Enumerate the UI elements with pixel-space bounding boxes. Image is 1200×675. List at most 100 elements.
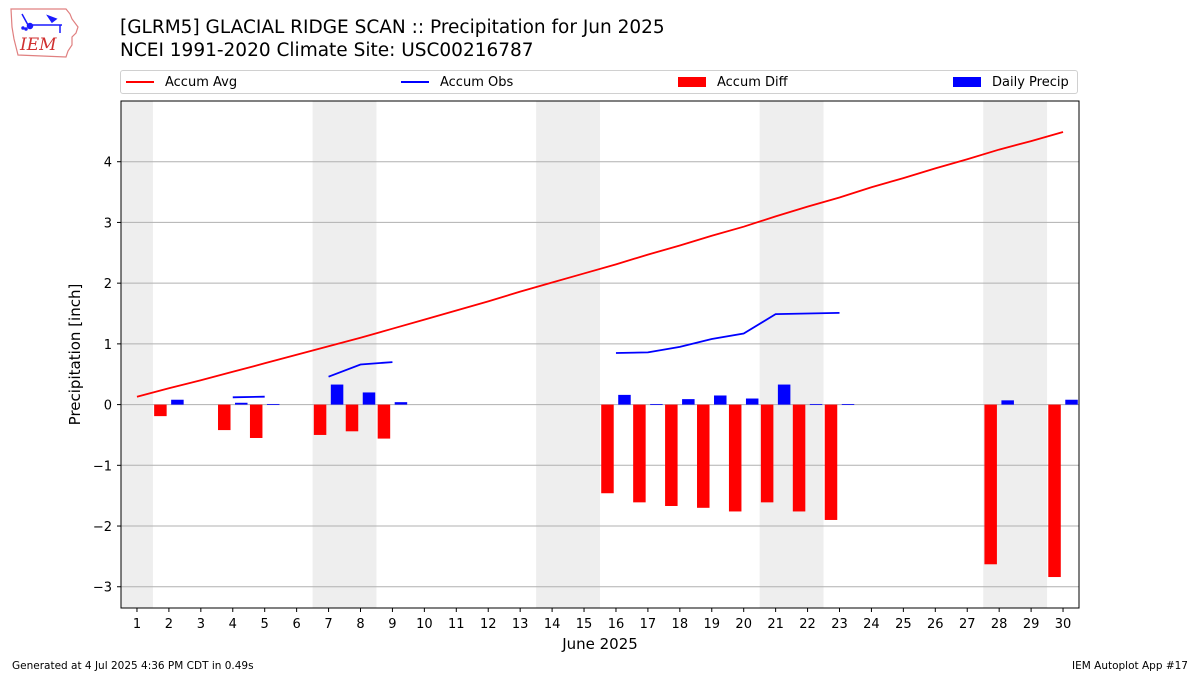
x-tick-label: 21 (767, 617, 784, 632)
footer-app-text: IEM Autoplot App #17 (1072, 660, 1188, 672)
daily-precip-bar (650, 403, 663, 405)
x-tick-label: 6 (292, 617, 300, 632)
accum-diff-bar (345, 404, 359, 432)
x-tick-label: 12 (480, 617, 497, 632)
accum-diff-bar (601, 404, 614, 494)
x-tick-label: 29 (1023, 617, 1040, 632)
daily-precip-bar (745, 398, 759, 405)
accum-obs-line (615, 312, 840, 354)
x-tick-label: 7 (324, 617, 332, 632)
accum-diff-bar (760, 404, 774, 503)
daily-precip-bar (1001, 400, 1014, 405)
legend-item-accum-diff: Accum Diff (678, 71, 788, 93)
accum-diff-bar (984, 404, 997, 565)
weather-station-icon (21, 13, 62, 33)
accum-obs-line (232, 395, 265, 399)
logo-text: IEM (19, 35, 57, 55)
daily-precip-bar (330, 384, 344, 405)
iem-logo: IEM (10, 8, 79, 58)
daily-precip-bar (714, 395, 727, 405)
x-tick-label: 20 (735, 617, 752, 632)
y-tick-label: 4 (104, 156, 112, 171)
x-tick-label: 1 (133, 617, 141, 632)
daily-precip-bar (1065, 399, 1078, 405)
x-tick-label: 19 (703, 617, 720, 632)
legend-item-accum-avg: Accum Avg (126, 71, 237, 93)
footer-generated-text: Generated at 4 Jul 2025 4:36 PM CDT in 0… (12, 660, 254, 672)
legend-swatch-daily-precip (953, 77, 981, 87)
x-tick-label: 26 (927, 617, 944, 632)
daily-precip-bar (618, 394, 631, 405)
x-tick-label: 17 (640, 617, 657, 632)
legend-item-accum-obs: Accum Obs (401, 71, 513, 93)
daily-precip-bar (777, 384, 791, 405)
daily-precip-bar (394, 402, 408, 405)
y-axis-label: Precipitation [inch] (66, 284, 84, 426)
weekend-band (121, 101, 153, 608)
daily-precip-bar (266, 403, 280, 405)
legend-label-accum-diff: Accum Diff (717, 74, 788, 90)
x-tick-label: 27 (959, 617, 976, 632)
accum-diff-bar (377, 404, 391, 439)
plot-frame (120, 100, 1080, 609)
legend-label-accum-avg: Accum Avg (165, 74, 238, 90)
y-tick-label: −3 (93, 581, 112, 596)
gridlines (121, 161, 1079, 588)
y-tick-label: 0 (104, 399, 112, 414)
chart-subtitle: NCEI 1991-2020 Climate Site: USC00216787 (120, 40, 534, 61)
accum-diff-bar (824, 404, 838, 520)
x-tick-label: 8 (356, 617, 364, 632)
legend-label-daily-precip: Daily Precip (992, 74, 1069, 90)
daily-precip-bar (809, 403, 823, 405)
y-tick-label: 3 (104, 216, 112, 231)
y-tick-label: 2 (104, 277, 112, 292)
accum-diff-bar (1048, 404, 1061, 578)
daily-precip-bar (171, 399, 184, 405)
x-tick-label: 22 (799, 617, 816, 632)
iowa-state-outline-icon (10, 8, 79, 58)
accum-diff-bar (665, 404, 678, 506)
x-tick-label: 23 (831, 617, 848, 632)
x-axis-ticks: 1 2 3 4 5 6 7 8 9 10 11 12 13 14 15 16 17 18 19 20 21 22 23 24 2… (133, 608, 1071, 632)
accum-diff-bar (728, 404, 742, 512)
x-tick-label: 3 (197, 617, 205, 632)
x-tick-label: 10 (416, 617, 433, 632)
accum-diff-bar (218, 404, 231, 431)
y-axis-ticks: −3 −2 −1 0 1 2 3 4 (93, 156, 121, 596)
x-tick-label: 14 (544, 617, 561, 632)
weekend-band (312, 101, 377, 608)
x-tick-label: 5 (261, 617, 269, 632)
weekend-band (759, 101, 824, 608)
x-tick-label: 9 (388, 617, 396, 632)
x-tick-label: 16 (608, 617, 625, 632)
x-axis-label: June 2025 (561, 635, 638, 653)
legend-swatch-accum-diff (678, 77, 706, 87)
accum-avg-line (136, 131, 1064, 398)
accum-diff-bar (154, 404, 167, 417)
x-tick-label: 25 (895, 617, 912, 632)
y-tick-label: 1 (104, 338, 112, 353)
daily-precip-bar (682, 399, 695, 405)
accum-diff-bar (249, 404, 263, 438)
x-tick-label: 15 (576, 617, 593, 632)
accum-diff-bar (697, 404, 710, 508)
x-tick-label: 4 (229, 617, 237, 632)
y-tick-label: −1 (93, 459, 112, 474)
daily-precip-bar (362, 392, 376, 405)
x-tick-label: 2 (165, 617, 173, 632)
x-tick-label: 11 (448, 617, 465, 632)
legend: Accum Avg Accum Obs Accum Diff Daily Pre… (120, 70, 1078, 94)
accum-diff-bar (313, 404, 327, 435)
legend-label-accum-obs: Accum Obs (440, 74, 514, 90)
accum-diff-bar (792, 404, 806, 512)
legend-swatch-accum-obs (401, 81, 429, 83)
lines (136, 131, 1064, 399)
bars (154, 384, 1078, 578)
chart-title: [GLRM5] GLACIAL RIDGE SCAN :: Precipitat… (120, 17, 665, 38)
x-tick-label: 28 (991, 617, 1008, 632)
x-tick-label: 24 (863, 617, 880, 632)
daily-precip-bar (235, 402, 248, 405)
x-tick-label: 30 (1055, 617, 1072, 632)
accum-obs-line (328, 361, 393, 378)
